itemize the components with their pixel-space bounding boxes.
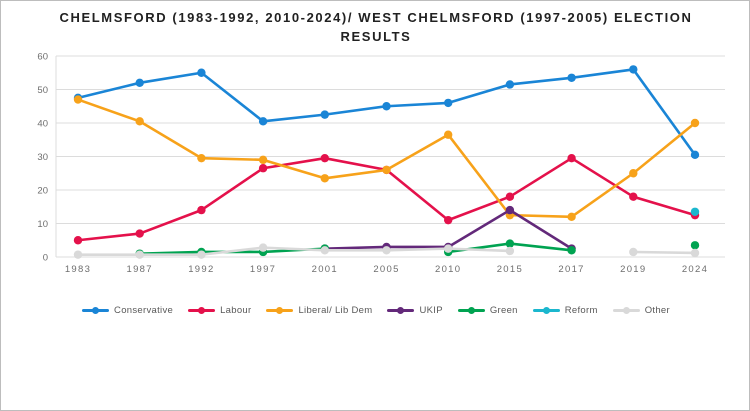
y-axis-tick-30: 30 [37,152,48,163]
legend-item-ukip[interactable]: UKIP [387,305,443,316]
x-axis-label-2024: 2024 [682,264,708,275]
x-axis-label-2001: 2001 [312,264,338,275]
point-conservative-2015 [505,80,515,89]
point-conservative-2005 [382,102,391,111]
legend-marker-green-icon [457,307,485,315]
legend-item-liberal-lib-dem[interactable]: Liberal/ Lib Dem [266,305,372,316]
legend-marker-conservative-icon [82,307,110,315]
legend-label-reform: Reform [564,305,598,316]
point-conservative-1992 [197,68,206,77]
point-labour-2010 [444,215,453,225]
point-other-2001 [320,246,329,255]
legend-marker-reform-icon [532,307,560,315]
point-conservative-2024 [690,150,700,160]
point-liberal-lib-dem-1992 [197,153,206,163]
legend-label-conservative: Conservative [114,305,174,316]
x-axis-label-1997: 1997 [250,264,276,275]
point-labour-1983 [73,236,83,245]
point-other-1983 [73,250,83,259]
x-axis-label-2017: 2017 [558,264,584,275]
point-labour-2001 [320,153,329,163]
x-axis-label-2005: 2005 [373,264,399,275]
y-axis-tick-40: 40 [37,119,48,130]
point-conservative-1987 [135,78,144,88]
point-liberal-lib-dem-2024 [690,118,700,128]
point-labour-1997 [258,164,268,173]
x-axis-label-2015: 2015 [497,264,523,275]
legend-marker-liberal-lib-dem-icon [266,307,294,315]
point-liberal-lib-dem-1997 [258,155,268,165]
legend-label-green: Green [489,305,518,316]
point-other-2019 [629,247,638,257]
point-conservative-1997 [258,117,268,126]
election-line-chart: 0 10 20 30 40 50 60 1983 1987 1992 1997 2001 2005 201… [37,52,725,275]
point-liberal-lib-dem-2010 [444,130,453,139]
legend-marker-labour-icon [188,307,216,315]
legend-item-reform[interactable]: Reform [532,305,598,316]
point-other-2010 [444,244,453,253]
legend-marker-other-icon [612,307,640,315]
y-axis-tick-0: 0 [43,253,48,264]
point-other-1997 [258,243,268,252]
point-green-2017 [567,246,576,255]
line-liberal-lib-dem [76,98,697,219]
point-labour-2015 [505,192,515,201]
point-reform-2024 [690,207,700,216]
x-axis-label-1983: 1983 [65,264,91,275]
x-axis-label-1987: 1987 [127,264,153,275]
point-labour-2017 [567,153,576,163]
point-other-1987 [135,250,144,259]
point-labour-1987 [135,229,144,238]
point-liberal-lib-dem-2005 [382,165,391,175]
x-axis-label-2010: 2010 [435,264,461,275]
legend-marker-ukip-icon [387,307,415,315]
point-liberal-lib-dem-2017 [567,212,576,221]
point-labour-2019 [629,192,638,201]
chart-legend: Conservative Labour Liberal/ Lib Dem UKIP Gr… [1,305,749,316]
line-conservative [76,68,697,157]
legend-label-other: Other [644,305,670,316]
x-axis-label-1992: 1992 [188,264,214,275]
point-conservative-2001 [320,110,329,119]
point-conservative-2010 [444,98,453,108]
chart-title: CHELMSFORD (1983-1992, 2010-2024)/ WEST … [1,8,749,46]
point-green-2024 [690,241,700,250]
y-axis-tick-60: 60 [37,52,48,63]
point-liberal-lib-dem-1983 [73,95,83,104]
point-conservative-2017 [567,73,576,82]
legend-item-labour[interactable]: Labour [188,305,251,316]
legend-item-other[interactable]: Other [612,305,670,316]
point-liberal-lib-dem-1987 [135,117,144,126]
y-axis-tick-10: 10 [37,219,48,230]
point-liberal-lib-dem-2019 [629,169,638,178]
legend-label-ukip: UKIP [419,305,443,316]
point-other-2005 [382,246,391,255]
point-labour-1992 [197,205,206,215]
legend-label-labour: Labour [220,305,252,316]
y-axis-tick-20: 20 [37,186,48,197]
line-other [631,250,697,255]
legend-item-green[interactable]: Green [457,305,518,316]
point-liberal-lib-dem-2001 [320,174,329,183]
chart-title-line2: RESULTS [340,29,412,44]
point-conservative-2019 [629,65,638,74]
legend-label-liberal-lib-dem: Liberal/ Lib Dem [298,305,373,316]
y-axis-tick-50: 50 [37,85,48,96]
chart-title-line1: CHELMSFORD (1983-1992, 2010-2024)/ WEST … [59,10,693,25]
x-axis-label-2019: 2019 [620,264,646,275]
point-ukip-2015 [505,205,515,215]
point-other-2024 [690,248,700,258]
point-green-2015 [505,239,515,248]
line-other [76,246,512,256]
point-other-2015 [505,246,515,256]
legend-item-conservative[interactable]: Conservative [82,305,173,316]
point-other-1992 [197,250,206,259]
